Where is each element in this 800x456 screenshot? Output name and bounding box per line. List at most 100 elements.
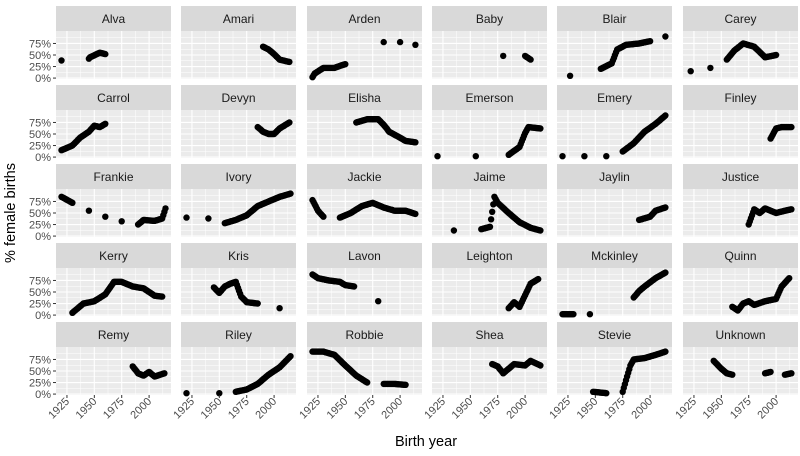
x-tick-label: 1950	[74, 396, 100, 422]
y-tick-label: 0%	[35, 389, 51, 401]
facet-label: Unknown	[715, 328, 765, 342]
data-point	[767, 368, 774, 376]
facet-emerson: Emerson	[432, 85, 547, 160]
facet-strip	[181, 85, 296, 110]
facet-strip	[56, 243, 171, 268]
data-point	[788, 123, 795, 131]
facet-blair: Blair	[557, 6, 672, 80]
facet-strip	[683, 164, 798, 189]
facet-amari: Amari	[181, 6, 296, 79]
data-point	[364, 379, 371, 386]
facet-label: Carrol	[97, 91, 130, 105]
x-axis-title: Birth year	[395, 434, 457, 450]
facet-justice: Justice	[683, 164, 798, 237]
x-tick-label: 1975	[226, 396, 252, 422]
facet-robbie: Robbie	[307, 322, 422, 395]
data-point	[183, 390, 190, 397]
x-tick-label: 1925	[547, 396, 573, 422]
facet-strip	[683, 6, 798, 31]
data-point	[254, 300, 261, 307]
facet-jaylin: Jaylin	[557, 164, 672, 237]
facet-label: Robbie	[345, 328, 383, 342]
facet-label: Justice	[722, 170, 760, 184]
facet-strip	[683, 322, 798, 347]
data-point	[788, 370, 795, 377]
facet-strip	[432, 85, 547, 110]
y-tick-label: 25%	[29, 220, 51, 232]
facet-quinn: Quinn	[683, 243, 798, 316]
y-tick-label: 50%	[29, 50, 51, 62]
facet-lavon: Lavon	[307, 243, 422, 316]
facet-arden: Arden	[307, 6, 422, 81]
x-tick-label: 2000	[253, 396, 279, 422]
y-tick-label: 75%	[29, 354, 51, 366]
data-point	[772, 51, 780, 59]
facet-label: Jaylin	[599, 170, 630, 184]
data-point	[216, 390, 223, 397]
facet-carrol: Carrol 0%25%50%75%	[29, 85, 171, 164]
facet-strip	[307, 6, 422, 31]
data-point	[375, 298, 382, 305]
facet-strip	[432, 6, 547, 31]
facet-remy: Remy 0%25%50%75%	[29, 322, 171, 401]
y-tick-label: 75%	[29, 275, 51, 287]
y-tick-label: 75%	[29, 196, 51, 208]
y-tick-label: 75%	[29, 117, 51, 129]
y-tick-label: 0%	[35, 152, 51, 164]
x-tick-label: 1975	[602, 396, 628, 422]
data-point	[102, 50, 109, 58]
facet-label: Emery	[597, 91, 632, 105]
facet-strip	[557, 322, 672, 347]
data-point	[205, 215, 212, 222]
x-axis-ticks: 1925 1950 1975 2000 1925 1950 1975 2000 1925 1950…	[46, 395, 781, 421]
facet-elisha: Elisha	[307, 85, 422, 158]
data-point	[286, 119, 293, 126]
facet-riley: Riley	[181, 322, 296, 397]
data-point	[487, 216, 495, 223]
x-tick-label: 1975	[728, 396, 754, 422]
data-point	[450, 227, 458, 234]
data-point	[486, 223, 494, 230]
facet-ivory: Ivory	[181, 164, 296, 237]
x-tick-label: 2000	[504, 396, 530, 422]
facet-emery: Emery	[557, 85, 672, 160]
data-point	[412, 210, 419, 218]
data-point	[183, 214, 190, 221]
y-tick-label: 50%	[29, 129, 51, 141]
facet-strip	[432, 164, 547, 189]
facet-strip	[56, 164, 171, 189]
data-point	[320, 213, 327, 220]
facet-label: Baby	[476, 12, 503, 26]
x-tick-label: 1925	[171, 396, 197, 422]
x-tick-label: 1975	[101, 396, 127, 422]
x-tick-label: 1975	[352, 396, 378, 422]
facet-devyn: Devyn	[181, 85, 296, 158]
facet-unknown: Unknown	[683, 322, 798, 395]
facet-label: Alva	[102, 12, 126, 26]
data-point	[662, 204, 669, 211]
data-point	[707, 64, 714, 72]
data-point	[69, 199, 76, 206]
data-point	[102, 120, 109, 128]
y-tick-label: 50%	[29, 287, 51, 299]
x-tick-label: 1950	[450, 396, 476, 422]
facet-label: Leighton	[466, 249, 512, 263]
facet-strip	[683, 243, 798, 268]
facet-strip	[307, 243, 422, 268]
facet-strip	[432, 243, 547, 268]
y-tick-label: 25%	[29, 141, 51, 153]
y-tick-label: 0%	[35, 73, 51, 85]
facet-mckinley: Mckinley	[557, 243, 672, 318]
facet-label: Quinn	[724, 249, 756, 263]
facet-frankie: Frankie 0%25%50%75%	[29, 164, 171, 243]
facet-label: Shea	[475, 328, 503, 342]
facet-alva: Alva 0%25%50%75%	[29, 6, 171, 85]
data-point	[500, 52, 507, 60]
x-tick-label: 1925	[297, 396, 323, 422]
facet-label: Kerry	[99, 249, 128, 263]
x-tick-label: 2000	[755, 396, 781, 422]
facet-label: Lavon	[348, 249, 381, 263]
facet-label: Riley	[225, 328, 252, 342]
data-point	[537, 125, 544, 132]
